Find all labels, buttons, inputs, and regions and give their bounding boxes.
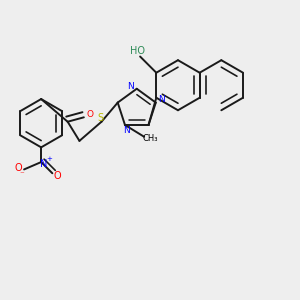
Text: HO: HO (130, 46, 145, 56)
Text: +: + (46, 156, 52, 162)
Text: N: N (158, 95, 164, 104)
Text: O: O (86, 110, 93, 119)
Text: ⁻: ⁻ (20, 170, 24, 179)
Text: O: O (54, 171, 61, 181)
Text: N: N (123, 126, 130, 135)
Text: O: O (14, 163, 22, 173)
Text: N: N (127, 82, 134, 91)
Text: N: N (40, 158, 48, 169)
Text: CH₃: CH₃ (143, 134, 158, 143)
Text: S: S (97, 113, 103, 123)
